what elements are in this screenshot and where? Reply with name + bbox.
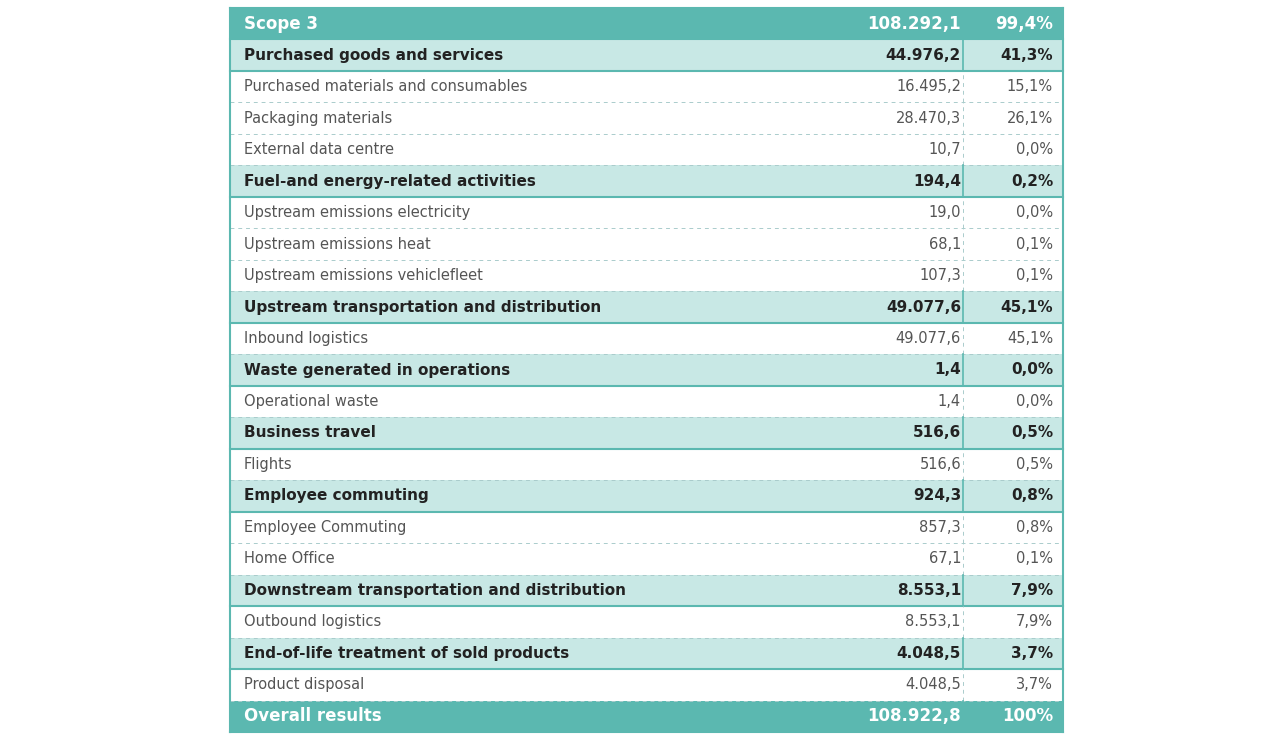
Bar: [230, 511, 1062, 543]
Text: 0,0%: 0,0%: [1016, 394, 1053, 409]
Text: 45,1%: 45,1%: [1001, 300, 1053, 314]
Bar: [230, 71, 1062, 102]
Text: 10,7: 10,7: [928, 142, 961, 157]
Text: 45,1%: 45,1%: [1007, 331, 1053, 346]
Text: 28.470,3: 28.470,3: [896, 111, 961, 126]
Text: 194,4: 194,4: [913, 174, 961, 189]
Bar: [230, 166, 1062, 197]
Text: 4.048,5: 4.048,5: [905, 677, 961, 693]
Text: 0,0%: 0,0%: [1016, 142, 1053, 157]
Text: Flights: Flights: [244, 457, 293, 472]
Text: Upstream transportation and distribution: Upstream transportation and distribution: [244, 300, 602, 314]
Bar: [230, 39, 1062, 71]
Bar: [230, 417, 1062, 448]
Text: 0,1%: 0,1%: [1016, 237, 1053, 252]
Text: 0,5%: 0,5%: [1016, 457, 1053, 472]
Text: Employee Commuting: Employee Commuting: [244, 520, 406, 535]
Bar: [230, 229, 1062, 260]
Text: 857,3: 857,3: [919, 520, 961, 535]
Text: External data centre: External data centre: [244, 142, 394, 157]
Text: Product disposal: Product disposal: [244, 677, 365, 693]
Text: 3,7%: 3,7%: [1011, 646, 1053, 661]
Text: 0,0%: 0,0%: [1011, 363, 1053, 377]
Text: 99,4%: 99,4%: [995, 15, 1053, 33]
Text: 516,6: 516,6: [919, 457, 961, 472]
Bar: [230, 8, 1062, 39]
Text: 41,3%: 41,3%: [1001, 47, 1053, 63]
Bar: [230, 260, 1062, 292]
Bar: [230, 386, 1062, 417]
Text: 0,5%: 0,5%: [1011, 425, 1053, 440]
Bar: [230, 134, 1062, 166]
Text: 0,8%: 0,8%: [1016, 520, 1053, 535]
Bar: [230, 669, 1062, 701]
Text: 49.077,6: 49.077,6: [896, 331, 961, 346]
Text: Upstream emissions vehiclefleet: Upstream emissions vehiclefleet: [244, 268, 483, 283]
Text: 0,1%: 0,1%: [1016, 268, 1053, 283]
Text: 108.922,8: 108.922,8: [868, 707, 961, 725]
Bar: [230, 102, 1062, 134]
Text: 26,1%: 26,1%: [1007, 111, 1053, 126]
Text: 16.495,2: 16.495,2: [896, 79, 961, 94]
Bar: [230, 323, 1062, 354]
Text: 67,1: 67,1: [928, 551, 961, 566]
Text: 19,0: 19,0: [928, 205, 961, 220]
Bar: [230, 480, 1062, 511]
Text: 8.553,1: 8.553,1: [905, 614, 961, 629]
Text: 107,3: 107,3: [919, 268, 961, 283]
Bar: [230, 638, 1062, 669]
Bar: [230, 448, 1062, 480]
Text: Outbound logistics: Outbound logistics: [244, 614, 381, 629]
Text: Packaging materials: Packaging materials: [244, 111, 392, 126]
Text: End-of-life treatment of sold products: End-of-life treatment of sold products: [244, 646, 570, 661]
Bar: [230, 574, 1062, 606]
Text: 0,2%: 0,2%: [1011, 174, 1053, 189]
Text: 49.077,6: 49.077,6: [886, 300, 961, 314]
Text: 0,0%: 0,0%: [1016, 205, 1053, 220]
Text: 8.553,1: 8.553,1: [897, 583, 961, 598]
Text: Inbound logistics: Inbound logistics: [244, 331, 369, 346]
Bar: [230, 543, 1062, 574]
Text: 100%: 100%: [1002, 707, 1053, 725]
Text: 4.048,5: 4.048,5: [896, 646, 961, 661]
Text: 0,1%: 0,1%: [1016, 551, 1053, 566]
Text: 7,9%: 7,9%: [1011, 583, 1053, 598]
Bar: [230, 197, 1062, 229]
Bar: [230, 701, 1062, 732]
Text: 7,9%: 7,9%: [1016, 614, 1053, 629]
Text: Fuel-and energy-related activities: Fuel-and energy-related activities: [244, 174, 536, 189]
Text: 1,4: 1,4: [938, 394, 961, 409]
Text: Upstream emissions heat: Upstream emissions heat: [244, 237, 431, 252]
Text: 3,7%: 3,7%: [1016, 677, 1053, 693]
Text: 516,6: 516,6: [913, 425, 961, 440]
Text: Upstream emissions electricity: Upstream emissions electricity: [244, 205, 470, 220]
Text: Home Office: Home Office: [244, 551, 334, 566]
Bar: [230, 354, 1062, 386]
Text: Employee commuting: Employee commuting: [244, 488, 429, 503]
Text: Overall results: Overall results: [244, 707, 381, 725]
Text: Purchased goods and services: Purchased goods and services: [244, 47, 503, 63]
Text: 15,1%: 15,1%: [1007, 79, 1053, 94]
Text: 44.976,2: 44.976,2: [886, 47, 961, 63]
Text: 68,1: 68,1: [928, 237, 961, 252]
Text: Waste generated in operations: Waste generated in operations: [244, 363, 511, 377]
Text: Downstream transportation and distribution: Downstream transportation and distributi…: [244, 583, 626, 598]
Text: Purchased materials and consumables: Purchased materials and consumables: [244, 79, 527, 94]
Text: Scope 3: Scope 3: [244, 15, 317, 33]
Text: 0,8%: 0,8%: [1011, 488, 1053, 503]
Bar: [230, 606, 1062, 638]
Text: Operational waste: Operational waste: [244, 394, 379, 409]
Bar: [230, 292, 1062, 323]
Text: 108.292,1: 108.292,1: [868, 15, 961, 33]
Text: 924,3: 924,3: [913, 488, 961, 503]
Text: Business travel: Business travel: [244, 425, 376, 440]
Text: 1,4: 1,4: [934, 363, 961, 377]
